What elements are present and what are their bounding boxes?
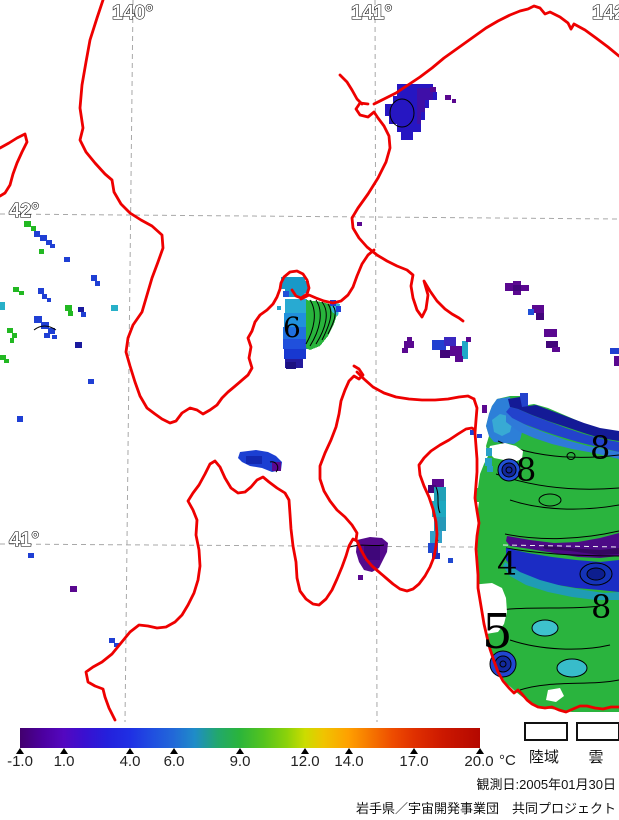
- colorbar-tick-label: 14.0: [334, 753, 364, 770]
- lat-label-41: 41°: [9, 529, 39, 551]
- colorbar-tick-label: 6.0: [163, 753, 185, 770]
- colorbar-tick-label: 12.0: [290, 753, 320, 770]
- tick-marker: [16, 748, 24, 754]
- contour-label-8c: 8: [591, 588, 611, 626]
- coast-shimokita-north: [355, 370, 476, 402]
- lat-label-42: 42°: [9, 200, 39, 222]
- axis-labels: 140° 141° 142° 42° 41°: [8, 1, 619, 551]
- sst-patch-hakodate: [277, 277, 341, 369]
- legend-land-swatch: [524, 722, 568, 741]
- legend-land-label: 陸域: [528, 749, 559, 766]
- sst-map: 6 8 8 4 5 8 140° 141° 142° 42° 41°: [0, 0, 619, 722]
- sst-field-pacific: [470, 348, 619, 712]
- colorbar-tick-label: 20.0: [464, 753, 494, 770]
- coast-oshima-west: [78, 0, 311, 425]
- tick-marker: [476, 748, 484, 754]
- tick-marker: [236, 748, 244, 754]
- coast-oma-blade: [318, 364, 365, 542]
- temperature-colorbar: [20, 728, 480, 748]
- cloud-speckles: [0, 221, 482, 647]
- parallel-42: [0, 213, 619, 220]
- contour-label-8b: 8: [590, 429, 610, 467]
- lon-label-140: 140°: [112, 2, 153, 24]
- legend-cloud-swatch: [576, 722, 619, 741]
- colorbar-tick-label: 1.0: [53, 753, 75, 770]
- credit-line: 岩手県／宇宙開発事業団 共同プロジェクト: [355, 801, 616, 816]
- lon-label-141: 141°: [351, 2, 392, 24]
- contour-label-5: 5: [482, 604, 513, 660]
- coast-pacific-east: [472, 397, 619, 714]
- tick-marker: [60, 748, 68, 754]
- coast-muroran-esan: [350, 101, 465, 323]
- coast-date-spur: [338, 73, 364, 106]
- colorbar-tick-label: -1.0: [7, 753, 33, 770]
- tick-marker: [170, 748, 178, 754]
- coast-tomakomai-arc: [372, 4, 619, 106]
- tick-marker: [126, 748, 134, 754]
- observation-date: 観測日:2005年01月30日: [476, 777, 616, 792]
- contour-number-labels: 6 8 8 4 5 8: [283, 311, 611, 660]
- colorbar-tick-label: 9.0: [229, 753, 251, 770]
- coast-tsugaru-mutsu: [84, 426, 477, 722]
- coast-okushiri: [0, 132, 29, 198]
- sst-patches-purple: [357, 222, 560, 362]
- contour-label-4: 4: [497, 545, 517, 583]
- coast-kameda: [299, 248, 376, 305]
- meridian-141: [374, 0, 378, 722]
- sst-patch-tomakomai: [385, 84, 456, 140]
- colorbar-tick-label: 17.0: [399, 753, 429, 770]
- contour-label-8a: 8: [516, 451, 536, 489]
- tick-marker: [410, 748, 418, 754]
- colorbar-unit: °C: [499, 752, 516, 769]
- tick-marker: [345, 748, 353, 754]
- legend-cloud-label: 雲: [588, 749, 604, 766]
- contour-label-6: 6: [283, 311, 301, 344]
- tick-marker: [301, 748, 309, 754]
- coastlines: [0, 0, 619, 722]
- colorbar-tick-label: 4.0: [119, 753, 141, 770]
- lon-label-142: 142°: [592, 2, 619, 24]
- sst-patches-strait: [238, 450, 453, 580]
